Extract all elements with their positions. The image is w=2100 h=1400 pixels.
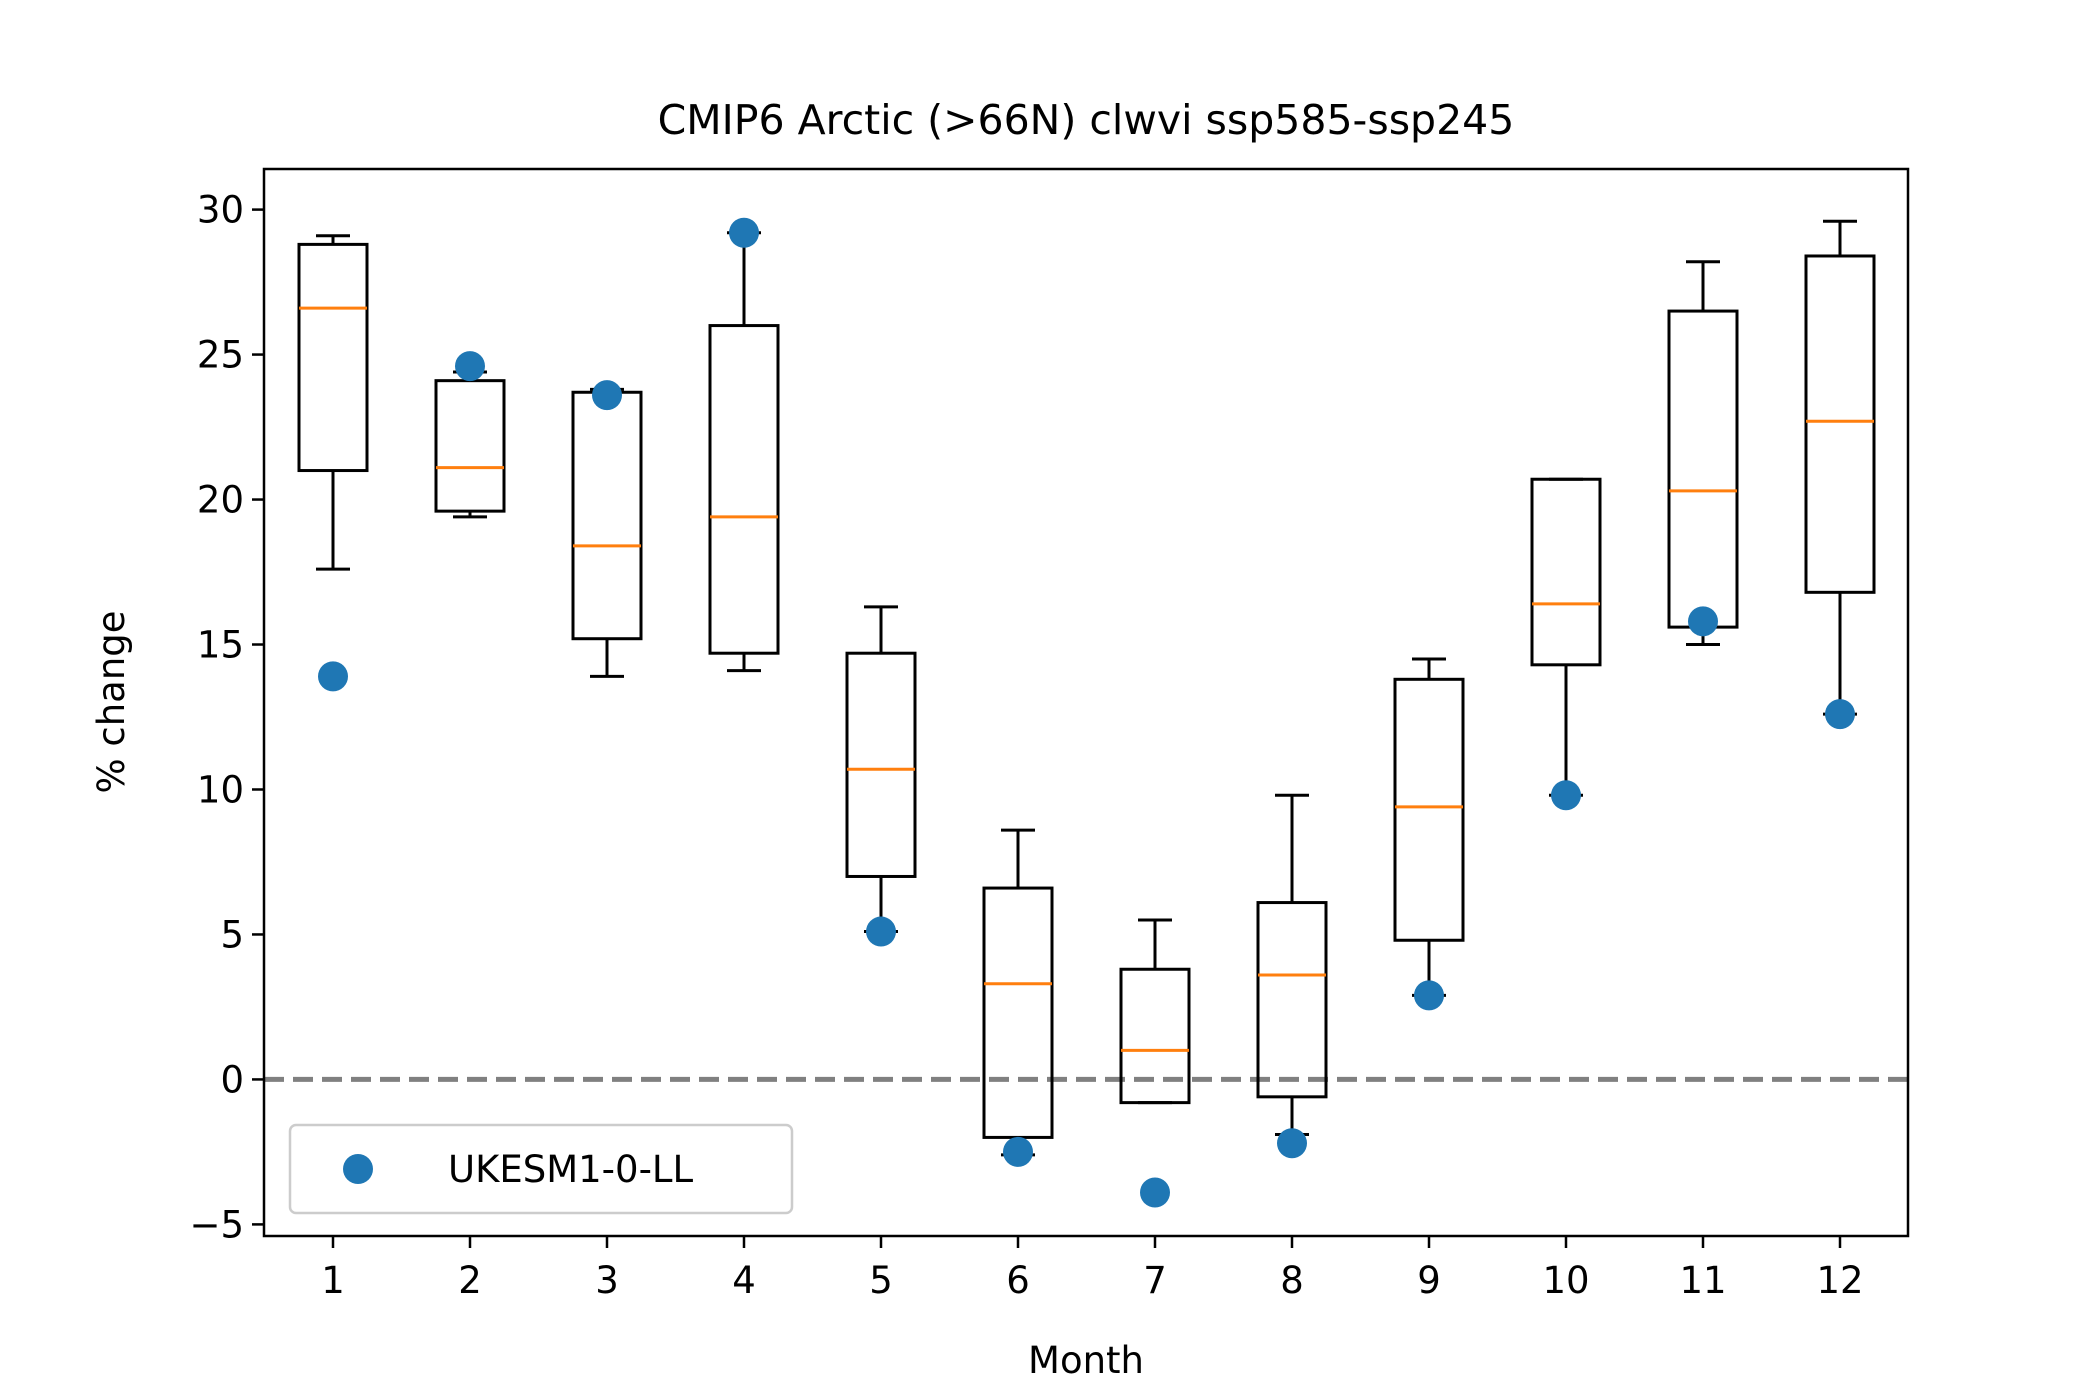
point-ukesm1-0-ll-month-7 bbox=[1140, 1177, 1170, 1208]
legend: UKESM1-0-LL bbox=[288, 1123, 794, 1215]
x-tick-label: 2 bbox=[458, 1259, 482, 1302]
point-ukesm1-0-ll-month-2 bbox=[455, 351, 485, 382]
x-axis: 1 2 3 4 5 6 7 8 9 10 11 12 bbox=[321, 1236, 1864, 1302]
point-ukesm1-0-ll-month-5 bbox=[866, 916, 896, 947]
x-tick-label: 7 bbox=[1143, 1259, 1167, 1302]
x-tick-label: 5 bbox=[869, 1259, 893, 1302]
x-tick-label: 3 bbox=[595, 1259, 619, 1302]
x-axis-label: Month bbox=[1028, 1339, 1144, 1382]
box-iqr bbox=[1804, 254, 1876, 594]
x-tick-label: 6 bbox=[1006, 1259, 1030, 1302]
x-tick-label: 4 bbox=[732, 1259, 756, 1302]
point-ukesm1-0-ll-month-11 bbox=[1688, 606, 1718, 637]
x-tick-label: 12 bbox=[1816, 1259, 1863, 1302]
legend-marker bbox=[343, 1154, 373, 1184]
chart-title: CMIP6 Arctic (>66N) clwvi ssp585-ssp245 bbox=[658, 96, 1515, 144]
legend-frame bbox=[288, 1123, 794, 1215]
y-tick-label: 20 bbox=[197, 479, 244, 522]
point-ukesm1-0-ll-month-9 bbox=[1414, 980, 1444, 1011]
box-month-12 bbox=[1804, 219, 1876, 716]
box-month-4 bbox=[708, 231, 780, 673]
y-tick-label: 30 bbox=[197, 189, 244, 232]
y-tick-label: 15 bbox=[197, 624, 244, 667]
plot-frame bbox=[262, 167, 1910, 1238]
y-tick-label: 25 bbox=[197, 334, 244, 377]
box-iqr bbox=[1119, 967, 1191, 1105]
x-tick-label: 11 bbox=[1679, 1259, 1726, 1302]
point-ukesm1-0-ll-month-6 bbox=[1003, 1136, 1033, 1167]
point-ukesm1-0-ll-month-10 bbox=[1551, 780, 1581, 811]
box-iqr bbox=[1530, 477, 1602, 667]
y-tick-label: 0 bbox=[220, 1058, 244, 1101]
point-ukesm1-0-ll-month-12 bbox=[1825, 699, 1855, 730]
box-iqr bbox=[297, 242, 369, 473]
point-ukesm1-0-ll-month-4 bbox=[729, 217, 759, 248]
box-iqr bbox=[845, 651, 917, 878]
x-tick-label: 1 bbox=[321, 1259, 345, 1302]
box-month-1 bbox=[297, 234, 369, 571]
y-tick-label: 10 bbox=[197, 768, 244, 811]
x-tick-label: 10 bbox=[1542, 1259, 1589, 1302]
box-month-7 bbox=[1119, 918, 1191, 1105]
legend-label: UKESM1-0-LL bbox=[448, 1148, 694, 1191]
plot-area bbox=[264, 217, 1908, 1208]
y-axis: −5 0 5 10 15 20 25 30 bbox=[189, 189, 264, 1246]
point-ukesm1-0-ll-month-1 bbox=[318, 661, 348, 692]
box-month-10 bbox=[1530, 477, 1602, 797]
point-ukesm1-0-ll-month-3 bbox=[592, 380, 622, 411]
box-iqr bbox=[1256, 901, 1328, 1099]
x-tick-label: 8 bbox=[1280, 1259, 1304, 1302]
box-iqr bbox=[1393, 677, 1465, 942]
y-tick-label: 5 bbox=[220, 913, 244, 956]
y-tick-label: −5 bbox=[189, 1203, 244, 1246]
box-iqr bbox=[708, 324, 780, 655]
point-ukesm1-0-ll-month-8 bbox=[1277, 1128, 1307, 1159]
y-axis-label: % change bbox=[90, 610, 133, 793]
x-tick-label: 9 bbox=[1417, 1259, 1441, 1302]
